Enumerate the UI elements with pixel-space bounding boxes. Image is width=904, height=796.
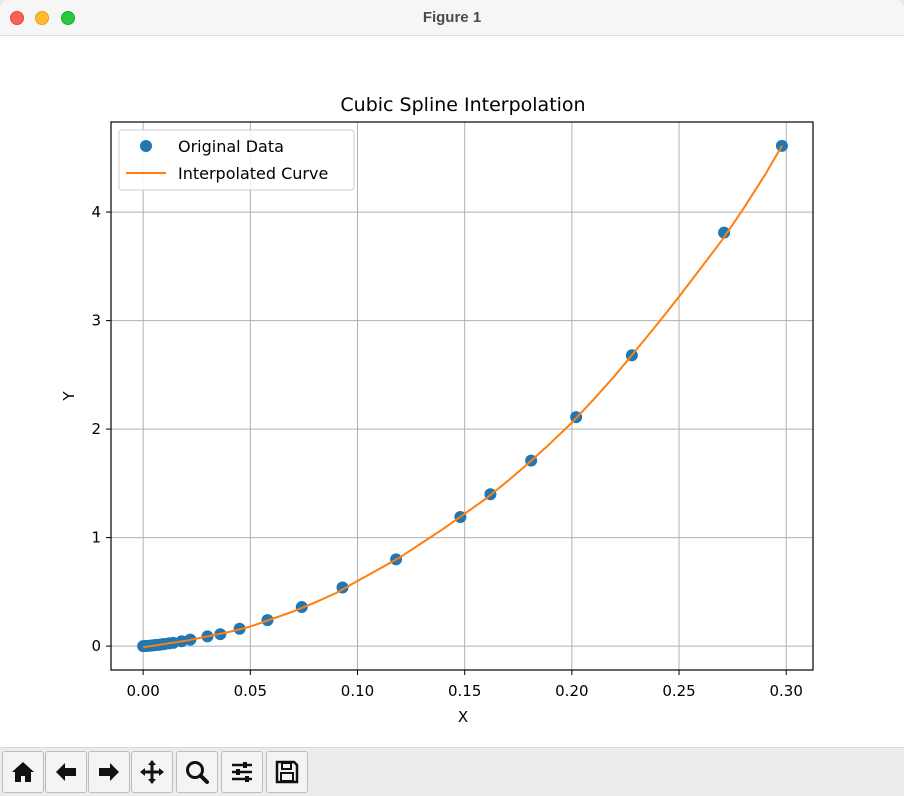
magnifier-icon [186, 761, 209, 784]
x-tick-label: 0.05 [234, 682, 267, 700]
x-tick-label: 0.15 [448, 682, 481, 700]
axes-frame [110, 121, 814, 671]
configure-subplots-button[interactable] [221, 751, 263, 793]
chart-title: Cubic Spline Interpolation [340, 94, 585, 116]
x-tick-label: 0.25 [662, 682, 695, 700]
arrow-left-icon [56, 763, 76, 781]
plot-area[interactable]: Cubic Spline Interpolation 0.00 0.05 0.10 0… [0, 37, 904, 747]
y-tick-label: 3 [91, 312, 101, 330]
legend-marker-original-data [140, 140, 152, 152]
save-button[interactable] [266, 751, 308, 793]
window-title: Figure 1 [422, 9, 482, 26]
x-tick-label: 0.00 [126, 682, 159, 700]
data-point [718, 226, 731, 239]
pan-button[interactable] [131, 751, 173, 793]
zoom-button[interactable] [176, 751, 218, 793]
figure-canvas[interactable]: Cubic Spline Interpolation 0.00 0.05 0.10 0… [0, 37, 904, 747]
grid-lines [111, 122, 813, 670]
data-point [775, 139, 788, 152]
legend-label-interpolated-curve: Interpolated Curve [178, 164, 328, 183]
y-tick-label: 0 [91, 637, 101, 655]
home-button[interactable] [2, 751, 44, 793]
floppy-disk-icon [275, 760, 299, 784]
interpolated-curve [143, 145, 783, 649]
x-tick-label: 0.30 [770, 682, 803, 700]
y-tick-label: 4 [91, 203, 101, 221]
title-bar: Figure 1 [0, 0, 904, 36]
legend: Original Data Interpolated Curve [118, 129, 355, 191]
y-tick-label: 1 [91, 529, 101, 547]
forward-button[interactable] [88, 751, 130, 793]
move-icon [140, 760, 164, 784]
x-tick-label: 0.20 [555, 682, 588, 700]
legend-frame [118, 129, 355, 191]
navigation-toolbar [0, 747, 904, 796]
tick-layer: 0.00 0.05 0.10 0.15 0.20 0.25 0.30 0 1 2 3 4 [91, 203, 802, 700]
back-button[interactable] [45, 751, 87, 793]
close-window-button[interactable] [10, 11, 24, 25]
maximize-window-button[interactable] [61, 11, 75, 25]
y-tick-label: 2 [91, 420, 101, 438]
home-icon [12, 762, 34, 782]
sliders-icon [232, 762, 252, 782]
minimize-window-button[interactable] [35, 11, 49, 25]
arrow-right-icon [99, 763, 119, 781]
x-tick-label: 0.10 [341, 682, 374, 700]
series-layer [137, 139, 788, 653]
y-axis-label: Y [60, 391, 78, 402]
legend-label-original-data: Original Data [178, 137, 284, 156]
x-axis-label: X [458, 708, 468, 726]
